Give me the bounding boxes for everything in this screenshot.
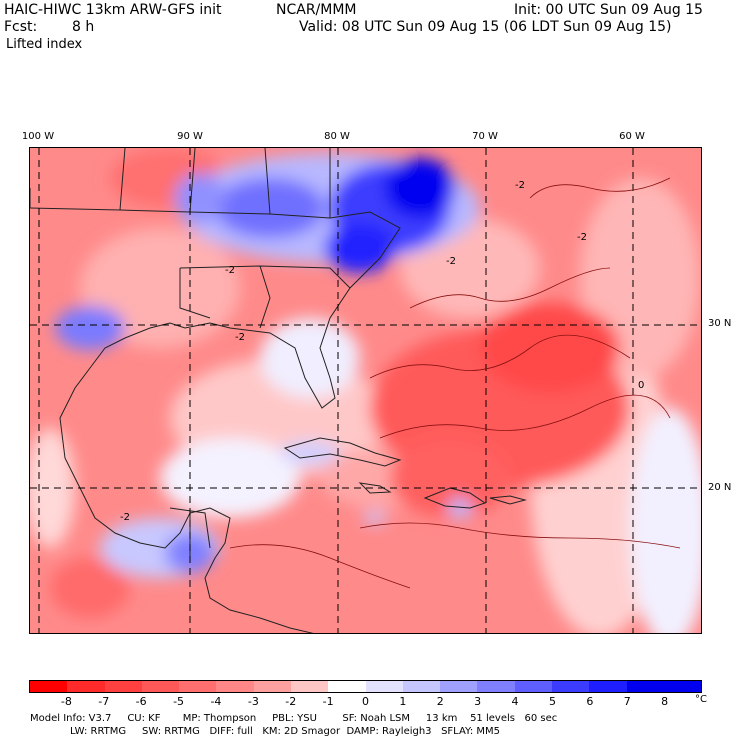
contour-label: -2 xyxy=(120,512,130,523)
contour-label: -2 xyxy=(235,332,245,343)
lat-label-30n: 30 N xyxy=(708,318,732,329)
coastlines xyxy=(30,148,527,633)
contour-label: -2 xyxy=(577,232,587,243)
lat-label-20n: 20 N xyxy=(708,482,732,493)
lon-label-100w: 100 W xyxy=(21,131,55,142)
colorbar-tick-label: 3 xyxy=(474,695,482,708)
colorbar-bin xyxy=(663,681,702,692)
colorbar xyxy=(29,680,702,693)
colorbar-tick-label: -5 xyxy=(173,695,185,708)
colorbar-bin xyxy=(402,681,441,692)
colorbar-unit: °C xyxy=(695,694,707,705)
colorbar-bin xyxy=(440,681,478,692)
model-info-line2: LW: RRTMG SW: RRTMG DIFF: full KM: 2D Sm… xyxy=(70,726,500,737)
lon-label-70w: 70 W xyxy=(472,131,498,142)
contour-label: -2 xyxy=(515,180,525,191)
colorbar-bin xyxy=(104,681,142,692)
colorbar-tick-label: -1 xyxy=(322,695,334,708)
lon-label-80w: 80 W xyxy=(324,131,350,142)
colorbar-bin xyxy=(141,681,180,692)
colorbar-tick-label: 0 xyxy=(362,695,369,708)
colorbar-tick-label: -4 xyxy=(210,695,222,708)
colorbar-tick-label: -8 xyxy=(60,695,72,708)
colorbar-tick-label: -7 xyxy=(98,695,110,708)
colorbar-bin xyxy=(253,681,291,692)
lon-label-90w: 90 W xyxy=(177,131,203,142)
field-name: Lifted index xyxy=(6,37,83,52)
colorbar-bin xyxy=(30,681,68,692)
init-time: Init: 00 UTC Sun 09 Aug 15 xyxy=(514,2,703,18)
lifted-index-map: -2 -2 -2 -2 -2 -2 0 xyxy=(29,147,702,634)
colorbar-tick-label: 8 xyxy=(661,695,669,708)
forecast-hour: 8 h xyxy=(72,19,95,35)
colorbar-tick-label: 6 xyxy=(586,695,594,708)
valid-time: Valid: 08 UTC Sun 09 Aug 15 (06 LDT Sun … xyxy=(299,19,672,35)
colorbar-tick-label: 1 xyxy=(399,695,407,708)
colorbar-bin xyxy=(514,681,552,692)
model-info-line1: Model Info: V3.7 CU: KF MP: Thompson PBL… xyxy=(30,713,558,724)
colorbar-bin xyxy=(589,681,627,692)
colorbar-tick-label: 5 xyxy=(548,695,556,708)
colorbar-bin xyxy=(290,681,329,692)
colorbar-bin xyxy=(328,681,366,692)
colorbar-tick-label: 2 xyxy=(436,695,444,708)
colorbar-bin xyxy=(179,681,217,692)
colorbar-bin xyxy=(626,681,664,692)
colorbar-bin xyxy=(67,681,105,692)
latlon-grid xyxy=(30,148,701,633)
colorbar-bin xyxy=(477,681,515,692)
lon-label-60w: 60 W xyxy=(619,131,645,142)
colorbar-bin xyxy=(551,681,590,692)
colorbar-tick-label: 7 xyxy=(623,695,631,708)
contour-label-group: -2 -2 -2 -2 -2 -2 0 xyxy=(120,180,644,523)
contour-label: 0 xyxy=(638,380,644,391)
contour-label: -2 xyxy=(225,265,235,276)
colorbar-bin xyxy=(365,681,403,692)
org-label: NCAR/MMM xyxy=(276,2,357,18)
colorbar-tick-label: -2 xyxy=(285,695,297,708)
model-title: HAIC-HIWC 13km ARW-GFS init xyxy=(4,2,222,18)
colorbar-tick-label: 4 xyxy=(511,695,519,708)
colorbar-bin xyxy=(216,681,254,692)
colorbar-tick-label: -3 xyxy=(247,695,259,708)
forecast-label: Fcst: xyxy=(4,19,38,35)
contour-label: -2 xyxy=(446,256,456,267)
colorbar-tick-label: -6 xyxy=(135,695,147,708)
contour-lines xyxy=(229,177,681,589)
